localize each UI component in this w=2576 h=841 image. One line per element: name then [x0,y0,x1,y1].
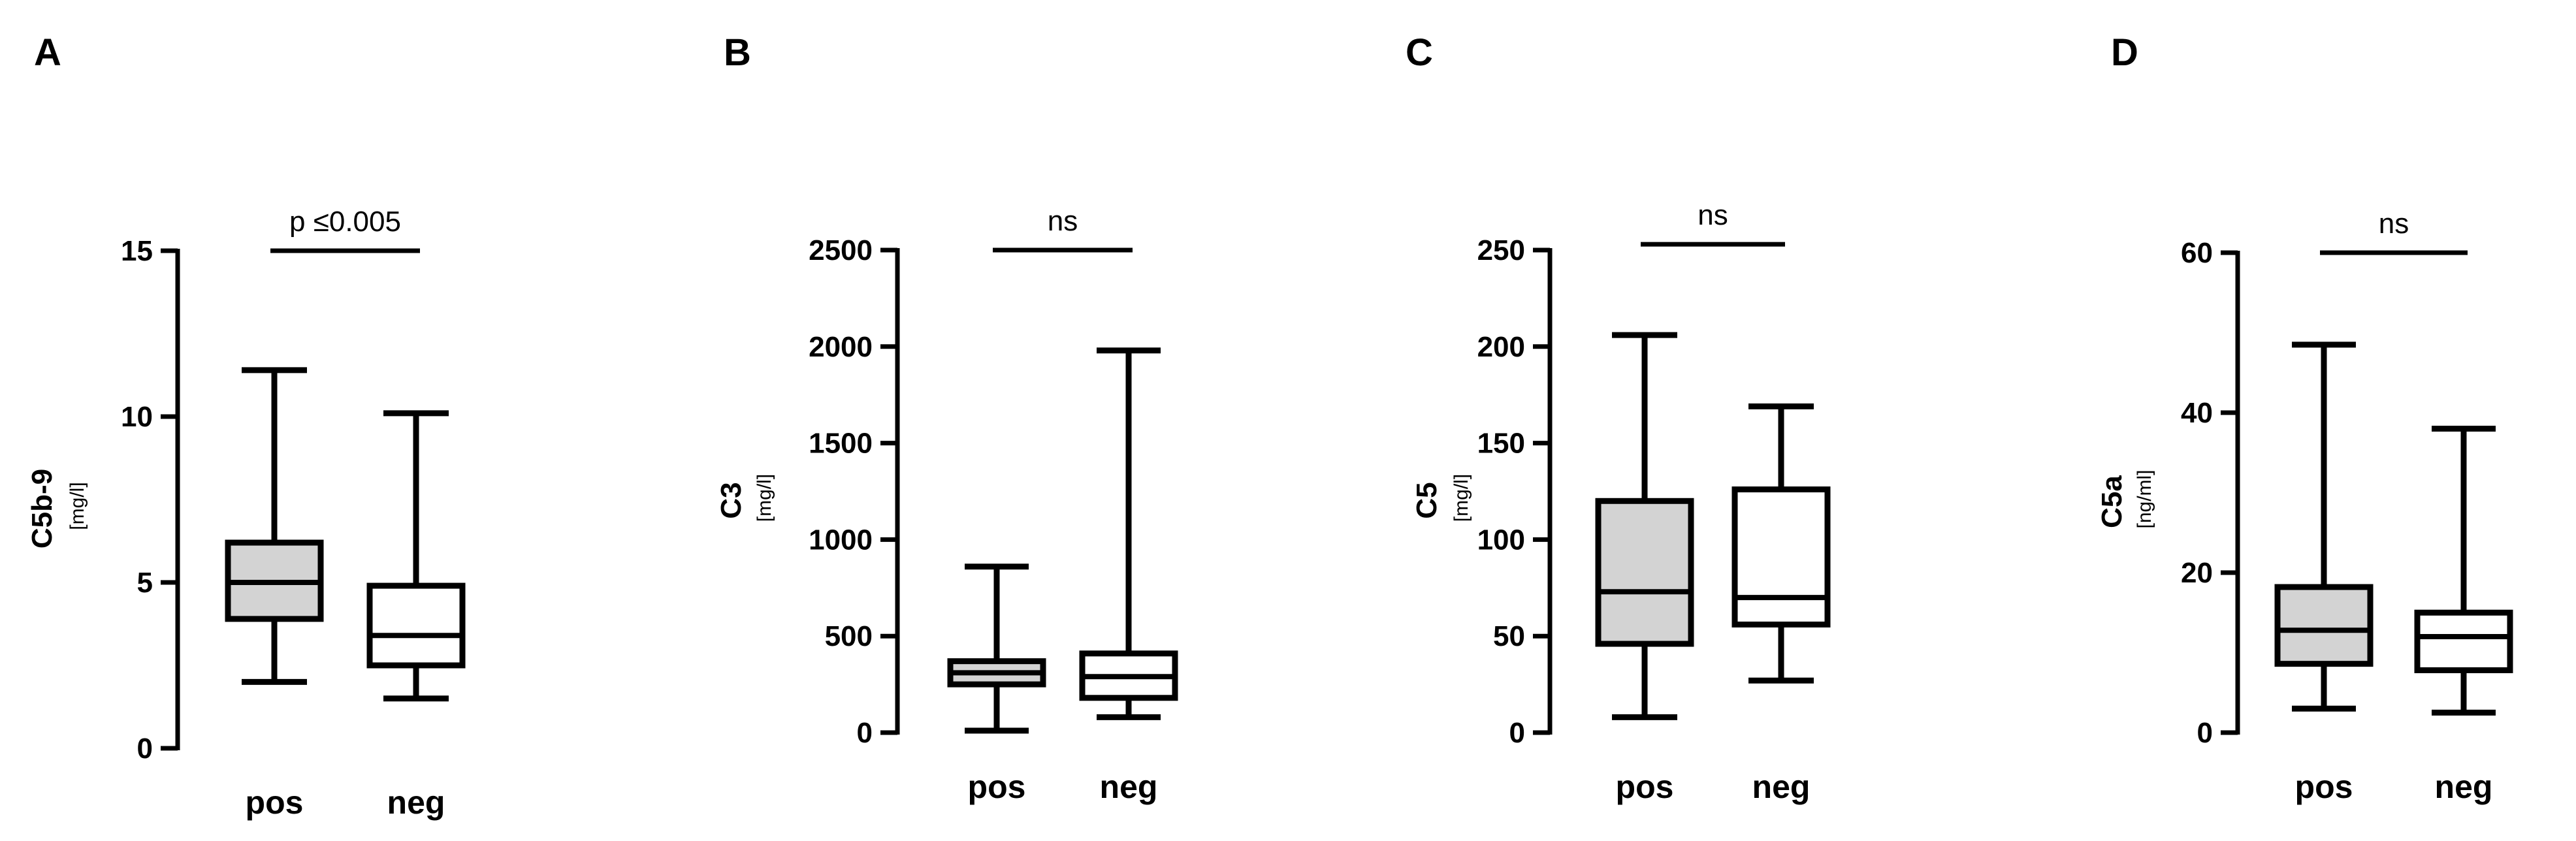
box-pos [2274,341,2374,712]
y-tick-label: 1500 [809,428,873,460]
iqr-box [2414,609,2513,673]
y-axis-label: C5a [2096,475,2128,528]
y-axis-unit: [mg/l] [67,482,88,530]
x-category-label: pos [2295,769,2353,805]
iqr-box [1595,498,1694,647]
y-tick-label: 20 [2181,557,2213,589]
iqr-box [366,582,466,669]
y-tick-label: 0 [2197,717,2213,749]
y-axis-label: C5b-9 [26,469,58,548]
x-category-label: neg [387,784,445,821]
box-neg [366,410,466,702]
y-tick-label: 0 [137,733,153,765]
y-tick-label: 0 [1509,717,1525,749]
x-category-label: pos [968,769,1026,805]
y-axis-label: C3 [715,482,747,518]
y-tick-label: 200 [1477,331,1525,363]
y-tick-label: 2000 [809,331,873,363]
panel-c: C 0 50 100 150 200 250 C5 [mg/l] pos neg ns [1406,31,1831,805]
panel-d: D 0 20 40 60 C5a [ng/ml] pos neg ns [2096,31,2513,805]
y-tick-label: 5 [137,567,153,599]
y-tick-label: 100 [1477,524,1525,556]
significance-label: ns [1698,199,1728,231]
x-category-label: neg [2435,769,2493,805]
panel-a: A 0 5 10 15 C5b-9 [mg/l] pos neg p ≤0.005 [26,31,466,821]
y-tick-label: 150 [1477,428,1525,460]
panel-letter: B [724,31,751,74]
y-tick-label: 500 [825,620,873,652]
box-neg [2414,426,2513,716]
y-axis-unit: [ng/ml] [2134,469,2155,528]
y-tick-label: 1000 [809,524,873,556]
box-pos [947,563,1046,734]
iqr-box [2274,584,2374,667]
y-axis-unit: [mg/l] [754,474,775,522]
box-neg [1079,347,1178,720]
iqr-box [1731,486,1831,627]
y-tick-label: 250 [1477,234,1525,266]
x-category-label: pos [246,784,304,821]
y-tick-label: 2500 [809,234,873,266]
x-category-label: pos [1616,769,1674,805]
significance-label: p ≤0.005 [289,206,401,238]
y-tick-label: 15 [121,235,153,267]
x-category-label: neg [1100,769,1158,805]
y-axis-label: C5 [1411,482,1443,518]
box-neg [1731,403,1831,684]
y-tick-label: 60 [2181,237,2213,269]
panel-b: B 0 500 1000 1500 2000 2500 C3 [mg/l] pos neg ns [715,31,1178,805]
significance-label: ns [1048,205,1078,237]
significance-label: ns [2379,208,2409,240]
y-axis-unit: [mg/l] [1451,474,1472,522]
box-pos [1595,332,1694,720]
panel-letter: D [2111,31,2138,74]
y-tick-label: 0 [857,717,873,749]
y-tick-label: 50 [1493,620,1525,652]
x-category-label: neg [1752,769,1811,805]
panel-letter: A [34,31,61,74]
box-pos [225,367,324,685]
y-tick-label: 10 [121,401,153,433]
y-tick-label: 40 [2181,397,2213,429]
panel-letter: C [1406,31,1433,74]
